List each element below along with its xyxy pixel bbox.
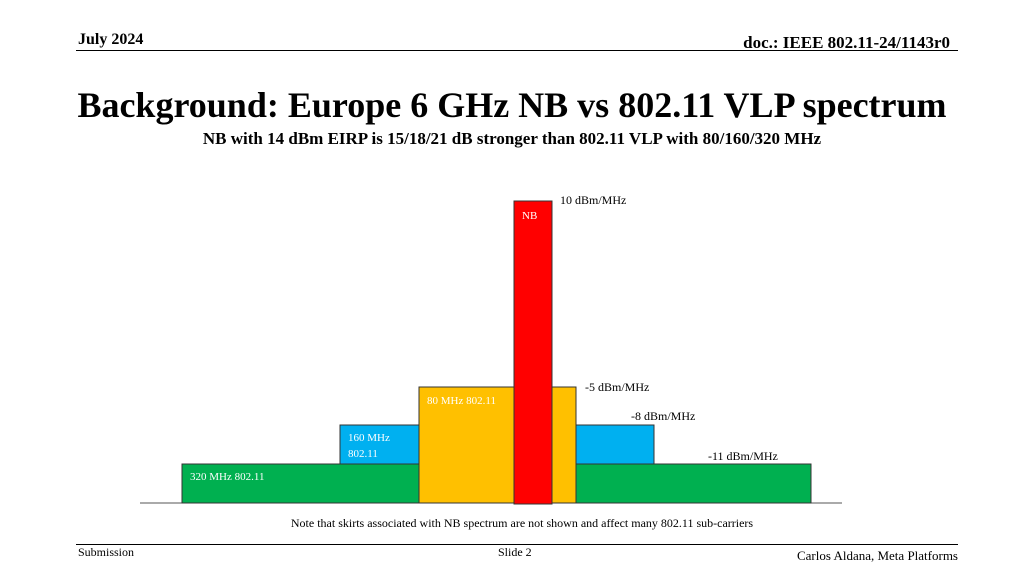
footer-divider xyxy=(76,544,958,545)
bar-320mhz-label: 320 MHz 802.11 xyxy=(190,471,264,483)
bar-80mhz-label: 80 MHz 802.11 xyxy=(427,395,496,407)
diagram-note: Note that skirts associated with NB spec… xyxy=(290,516,754,530)
bar-160mhz-label-line1: 160 MHz xyxy=(348,432,390,444)
slide-subtitle: NB with 14 dBm EIRP is 15/18/21 dB stron… xyxy=(202,129,822,148)
slide-title: Background: Europe 6 GHz NB vs 802.11 VL… xyxy=(77,85,947,125)
header-divider xyxy=(76,50,958,51)
header-date: July 2024 xyxy=(78,31,144,48)
level-nb: 10 dBm/MHz xyxy=(560,193,626,207)
bar-160mhz-label-line2: 802.11 xyxy=(348,448,378,460)
footer-submission: Submission xyxy=(78,545,135,559)
bar-nb xyxy=(513,200,553,505)
level-160mhz: -8 dBm/MHz xyxy=(631,409,695,423)
level-80mhz: -5 dBm/MHz xyxy=(585,380,649,394)
footer-author: Carlos Aldana, Meta Platforms xyxy=(796,548,958,563)
header-doc-id: doc.: IEEE 802.11-24/1143r0 xyxy=(743,33,950,52)
bar-nb-label: NB xyxy=(522,210,537,222)
level-320mhz: -11 dBm/MHz xyxy=(708,449,778,463)
footer-slide-number: Slide 2 xyxy=(498,545,532,559)
